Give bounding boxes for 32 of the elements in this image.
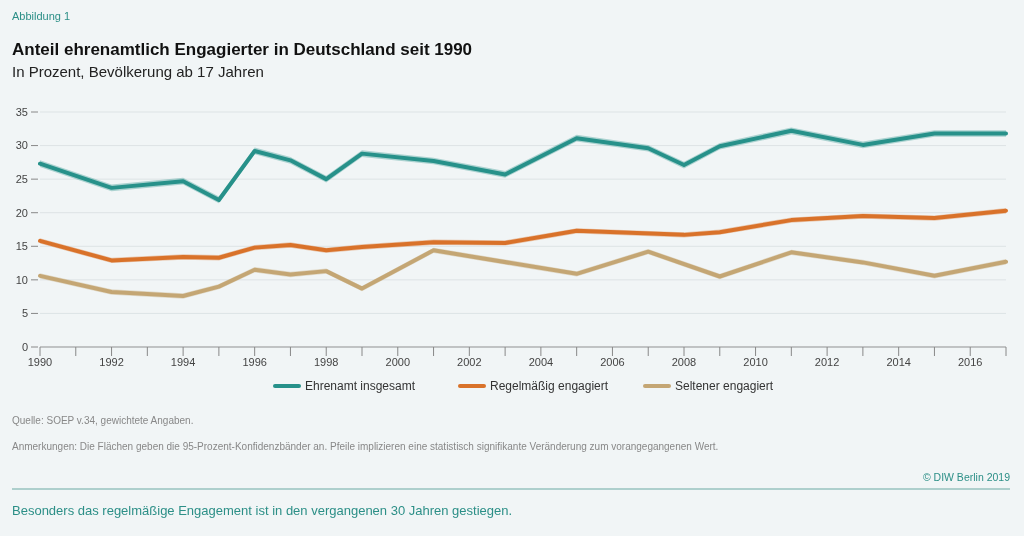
text: © DIW Berlin 2019 bbox=[922, 471, 1011, 483]
y-tick-label: 20 bbox=[15, 206, 28, 219]
legend-label: Ehrenamt insgesamt bbox=[305, 379, 416, 394]
x-tick-label: 2006 bbox=[600, 356, 625, 368]
x-tick-label: 1992 bbox=[99, 356, 124, 368]
text: Besonders das regelmäßige Engagement ist in den vergangenen 30 Jahren gestiegen. bbox=[12, 503, 513, 518]
chart-subtitle: In Prozent, Bevölkerung ab 17 Jahren bbox=[12, 63, 264, 80]
legend-label: Regelmäßig engagiert bbox=[490, 379, 609, 394]
chart-title: Anteil ehrenamtlich Engagierter in Deutschland seit 1990 bbox=[12, 40, 473, 59]
y-tick-label: 30 bbox=[15, 139, 28, 152]
source-note: Quelle: SOEP v.34, gewichtete Angaben. bbox=[12, 415, 194, 426]
y-tick-label: 10 bbox=[15, 273, 28, 286]
x-tick-label: 2008 bbox=[671, 356, 697, 368]
y-tick-label: 15 bbox=[15, 240, 28, 253]
x-tick-label: 2012 bbox=[814, 356, 840, 368]
legend-label: Seltener engagiert bbox=[675, 379, 774, 394]
text: Anmerkungen: Die Flächen geben die 95-Prozent-Konfidenzbänder an. Pfeile implizieren eine statistisch signifikante Veränderung zum vorangegangenen Wert. bbox=[12, 441, 719, 452]
x-tick-label: 1998 bbox=[313, 356, 339, 368]
x-tick-label: 1994 bbox=[170, 356, 196, 368]
x-tick-label: 2000 bbox=[385, 356, 411, 368]
x-tick-label: 2004 bbox=[528, 356, 554, 368]
y-tick-label: 5 bbox=[21, 307, 28, 320]
y-tick-label: 35 bbox=[15, 105, 28, 118]
x-tick-label: 2016 bbox=[957, 356, 983, 368]
y-tick-label: 25 bbox=[15, 172, 28, 185]
x-tick-label: 1990 bbox=[27, 356, 53, 368]
x-tick-label: 2010 bbox=[743, 356, 768, 368]
text: Abbildung 1 bbox=[12, 10, 71, 22]
x-tick-label: 1996 bbox=[242, 356, 267, 368]
x-tick-label: 2002 bbox=[457, 356, 482, 368]
y-tick-label: 0 bbox=[21, 340, 28, 353]
x-tick-label: 2014 bbox=[886, 356, 911, 368]
